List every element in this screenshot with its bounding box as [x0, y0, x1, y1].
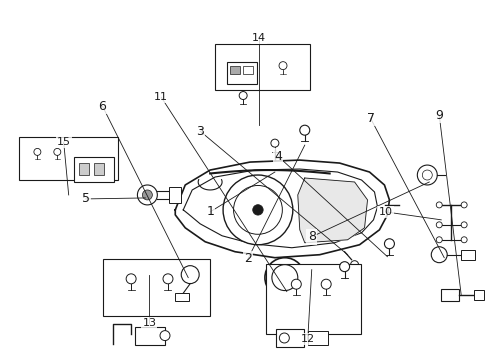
- Text: 5: 5: [81, 193, 89, 206]
- Text: 13: 13: [142, 319, 156, 328]
- Circle shape: [339, 262, 349, 272]
- Text: 11: 11: [154, 92, 168, 102]
- Bar: [74, 157, 114, 182]
- Bar: [276, 329, 304, 347]
- Bar: [169, 187, 181, 203]
- Circle shape: [264, 258, 304, 298]
- Text: 10: 10: [378, 207, 392, 217]
- Bar: [243, 66, 253, 73]
- Circle shape: [460, 202, 466, 208]
- Bar: [473, 289, 483, 300]
- Text: 12: 12: [300, 334, 314, 345]
- Bar: [307, 331, 327, 345]
- Circle shape: [270, 139, 278, 147]
- Bar: [94, 163, 104, 175]
- Text: 15: 15: [57, 137, 71, 147]
- Text: 14: 14: [251, 32, 265, 42]
- Circle shape: [181, 266, 199, 284]
- Bar: [460, 250, 474, 260]
- Bar: [227, 62, 257, 84]
- Circle shape: [160, 330, 170, 341]
- Text: 9: 9: [434, 109, 442, 122]
- Circle shape: [137, 185, 157, 205]
- Circle shape: [223, 175, 292, 245]
- Bar: [79, 163, 89, 175]
- Bar: [175, 293, 189, 301]
- Text: 8: 8: [307, 230, 315, 243]
- Circle shape: [252, 204, 263, 215]
- Circle shape: [435, 222, 441, 228]
- Circle shape: [460, 237, 466, 243]
- Bar: [20, 137, 118, 180]
- Circle shape: [350, 261, 358, 269]
- Circle shape: [279, 62, 286, 69]
- Polygon shape: [175, 160, 388, 258]
- Text: 6: 6: [99, 100, 106, 113]
- Circle shape: [291, 279, 301, 289]
- Text: 4: 4: [273, 150, 281, 163]
- Circle shape: [54, 148, 61, 156]
- Circle shape: [435, 237, 441, 243]
- Circle shape: [422, 170, 431, 180]
- Bar: [135, 327, 164, 345]
- Circle shape: [34, 148, 41, 156]
- Text: 3: 3: [196, 125, 203, 138]
- Circle shape: [142, 190, 152, 200]
- Bar: [230, 66, 240, 73]
- Bar: [266, 264, 361, 334]
- Circle shape: [430, 247, 447, 263]
- Circle shape: [416, 165, 436, 185]
- Circle shape: [460, 222, 466, 228]
- Bar: [215, 44, 309, 90]
- Circle shape: [321, 279, 330, 289]
- Circle shape: [163, 274, 173, 284]
- Circle shape: [126, 274, 136, 284]
- Text: 7: 7: [366, 112, 374, 125]
- Circle shape: [299, 125, 309, 135]
- Circle shape: [271, 265, 297, 291]
- Circle shape: [384, 239, 394, 249]
- Text: 1: 1: [206, 205, 214, 219]
- Polygon shape: [183, 169, 377, 248]
- Circle shape: [435, 202, 441, 208]
- Circle shape: [279, 333, 289, 343]
- Polygon shape: [297, 178, 367, 243]
- Circle shape: [239, 91, 246, 99]
- Text: 2: 2: [244, 252, 251, 265]
- Bar: [103, 259, 210, 316]
- Bar: [440, 289, 458, 301]
